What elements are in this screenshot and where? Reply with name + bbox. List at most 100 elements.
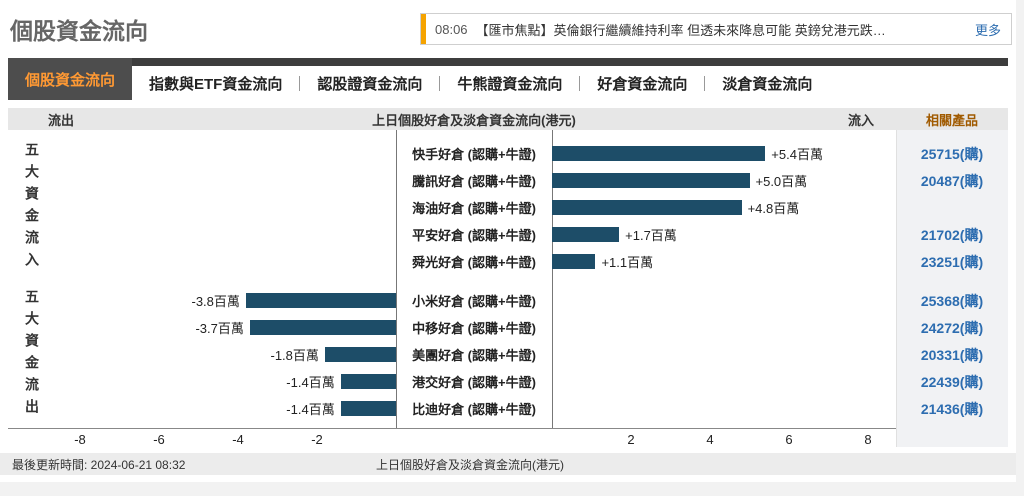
tabbar-top-strip [8, 58, 1008, 66]
outflow-header: 流出 [48, 112, 75, 128]
related-product-link[interactable]: 21702(購) [920, 226, 984, 243]
outflow-bar [340, 401, 396, 416]
axis-tick: -2 [311, 432, 323, 447]
tabs: 個股資金流向 指數與ETF資金流向 認股證資金流向 牛熊證資金流向 好倉資金流向… [8, 58, 1008, 100]
flow-row: -1.8百萬 美團好倉 (認購+牛證) 20331(購) [56, 341, 1008, 368]
product-cell: 20487(購) [896, 171, 1008, 191]
flow-row: 騰訊好倉 (認購+牛證) +5.0百萬 20487(購) [56, 167, 1008, 194]
stock-label: 港交好倉 (認購+牛證) [412, 375, 536, 390]
bar-value: -1.4百萬 [286, 375, 335, 390]
bar-value: +1.1百萬 [601, 255, 654, 270]
related-product-link[interactable]: 22439(購) [920, 373, 984, 390]
bar-value: +5.4百萬 [771, 147, 823, 162]
product-cell: 21436(購) [896, 399, 1008, 419]
stock-label: 比迪好倉 (認購+牛證) [412, 402, 536, 417]
money-flow-page: 個股資金流向 08:06 【匯市焦點】英倫銀行繼續維持利率 但透未來降息可能 英… [0, 0, 1016, 482]
axis-tick: 4 [706, 432, 714, 447]
flow-row: -1.4百萬 港交好倉 (認購+牛證) 22439(購) [56, 368, 1008, 395]
news-more-link[interactable]: 更多 [974, 22, 1001, 38]
last-updated-time: 最後更新時間: 2024-06-21 08:32 [12, 457, 186, 472]
product-cell: 23251(購) [896, 252, 1008, 272]
flow-row: -3.7百萬 中移好倉 (認購+牛證) 24272(購) [56, 314, 1008, 341]
tab-separator [579, 75, 581, 91]
outflow-cell: -1.4百萬 [56, 399, 396, 418]
axis-tick: -4 [232, 432, 244, 447]
footer-chart-caption: 上日個股好倉及淡倉資金流向(港元) [376, 457, 564, 472]
stock-label: 美團好倉 (認購+牛證) [412, 348, 536, 363]
news-headline-link[interactable]: 【匯市焦點】英倫銀行繼續維持利率 但透未來降息可能 英鎊兌港元跌… [475, 22, 886, 38]
bar-value: +5.0百萬 [755, 174, 808, 189]
product-cell: 20331(購) [896, 345, 1008, 365]
inflow-cell: +4.8百萬 [552, 198, 896, 217]
inflow-rows: 快手好倉 (認購+牛證) +5.4百萬 25715(購) 騰訊好倉 (認購+牛證… [56, 140, 1008, 275]
inflow-bar [552, 173, 750, 188]
outflow-cell: -1.4百萬 [56, 372, 396, 391]
news-time: 08:06 [435, 21, 468, 37]
inflow-bar [552, 254, 596, 269]
tab-long-money-flow[interactable]: 好倉資金流向 [597, 75, 688, 93]
stock-label: 舜光好倉 (認購+牛證) [412, 255, 536, 270]
outflow-bar [340, 374, 396, 389]
inflow-header: 流入 [847, 112, 874, 128]
inflow-bar [552, 200, 742, 215]
flow-row: -1.4百萬 比迪好倉 (認購+牛證) 21436(購) [56, 395, 1008, 422]
related-products-header: 相關產品 [925, 112, 978, 128]
product-cell: 25715(購) [896, 144, 1008, 164]
related-product-link[interactable]: 21436(購) [920, 400, 984, 417]
product-cell: 24272(購) [896, 318, 1008, 338]
related-product-link[interactable]: 23251(購) [920, 253, 984, 270]
stock-label: 平安好倉 (認購+牛證) [412, 228, 536, 243]
axis-tick: 6 [785, 432, 793, 447]
tab-stock-money-flow[interactable]: 個股資金流向 [8, 58, 133, 100]
news-accent-bar-icon [421, 14, 426, 44]
product-cell: 22439(購) [896, 372, 1008, 392]
inflow-cell: +1.7百萬 [552, 225, 896, 244]
page-title: 個股資金流向 [10, 18, 148, 44]
flow-row: 快手好倉 (認購+牛證) +5.4百萬 25715(購) [56, 140, 1008, 167]
outflow-cell: -3.7百萬 [56, 318, 396, 337]
axis-tick: 8 [864, 432, 872, 447]
stock-label: 騰訊好倉 (認購+牛證) [412, 174, 536, 189]
axis-tick: -6 [153, 432, 165, 447]
axis-tick: 2 [627, 432, 635, 447]
tabbar: 個股資金流向 指數與ETF資金流向 認股證資金流向 牛熊證資金流向 好倉資金流向… [8, 58, 1008, 100]
outflow-bar [324, 347, 396, 362]
products-column-background [896, 130, 1008, 447]
outflow-group: 五大資金流出 -3.8百萬 小米好倉 (認購+牛證) 25368(購) [8, 287, 1008, 422]
center-column-right-border [552, 130, 553, 428]
chart-header-row: 流出 上日個股好倉及淡倉資金流向(港元) 流入 相關產品 [8, 108, 1008, 130]
chart-title: 上日個股好倉及淡倉資金流向(港元) [372, 112, 576, 128]
bar-value: -3.8百萬 [191, 294, 240, 309]
tab-short-money-flow[interactable]: 淡倉資金流向 [722, 75, 813, 93]
tab-separator [704, 75, 706, 91]
stock-label: 中移好倉 (認購+牛證) [412, 321, 536, 336]
inflow-side-column: 五大資金流入 [8, 140, 56, 275]
stock-label: 海油好倉 (認購+牛證) [412, 201, 536, 216]
tab-separator [439, 75, 441, 91]
center-column-left-border [396, 130, 397, 428]
outflow-side-column: 五大資金流出 [8, 287, 56, 422]
related-product-link[interactable]: 20487(購) [920, 172, 984, 189]
inflow-cell: +1.1百萬 [552, 252, 896, 271]
flow-row: 舜光好倉 (認購+牛證) +1.1百萬 23251(購) [56, 248, 1008, 275]
outflow-bar [245, 293, 396, 308]
inflow-group: 五大資金流入 快手好倉 (認購+牛證) +5.4百萬 25715(購) [8, 140, 1008, 275]
news-ticker: 08:06 【匯市焦點】英倫銀行繼續維持利率 但透未來降息可能 英鎊兌港元跌… … [420, 13, 1012, 45]
axis-tick: -8 [74, 432, 86, 447]
tab-index-etf-money-flow[interactable]: 指數與ETF資金流向 [149, 75, 283, 93]
inflow-cell: +5.4百萬 [552, 144, 896, 163]
outflow-rows: -3.8百萬 小米好倉 (認購+牛證) 25368(購) -3.7百萬 中移好倉… [56, 287, 1008, 422]
related-product-link[interactable]: 20331(購) [920, 346, 984, 363]
related-product-link[interactable]: 24272(購) [920, 319, 984, 336]
tab-cbbc-money-flow[interactable]: 牛熊證資金流向 [457, 75, 563, 93]
product-cell: 21702(購) [896, 225, 1008, 245]
related-product-link[interactable]: 25715(購) [920, 145, 984, 162]
tab-warrant-money-flow[interactable]: 認股證資金流向 [317, 75, 423, 93]
outflow-cell: -1.8百萬 [56, 345, 396, 364]
related-product-link[interactable]: 25368(購) [920, 292, 984, 309]
tab-separator [299, 75, 301, 91]
outflow-cell: -3.8百萬 [56, 291, 396, 310]
top-header: 個股資金流向 08:06 【匯市焦點】英倫銀行繼續維持利率 但透未來降息可能 英… [0, 0, 1016, 54]
stock-label: 快手好倉 (認購+牛證) [412, 147, 536, 162]
outflow-group-label: 五大資金流出 [24, 288, 40, 421]
